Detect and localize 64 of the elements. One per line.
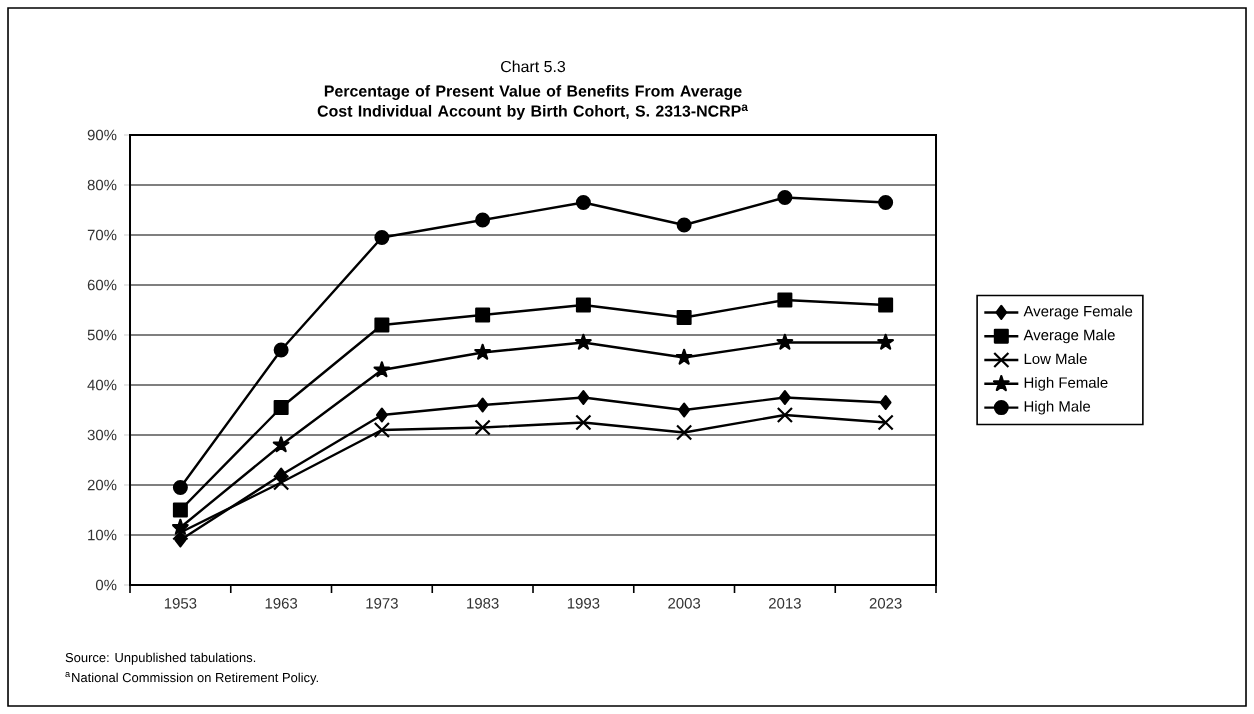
legend-label: High Female xyxy=(1024,376,1108,391)
y-tick-label: 10% xyxy=(88,529,117,541)
source-note: Source: Unpublished tabulations. xyxy=(65,652,256,665)
x-tick-label: 1973 xyxy=(366,598,398,609)
point xyxy=(273,342,289,358)
point xyxy=(676,217,692,233)
point xyxy=(675,424,693,441)
legend-label: Low Male xyxy=(1024,353,1087,365)
legend-label: High Male xyxy=(1024,400,1091,415)
x-tick-label: 2023 xyxy=(869,598,902,609)
point xyxy=(273,400,289,415)
x-tick-label: 2013 xyxy=(769,598,801,609)
point xyxy=(776,406,794,424)
point xyxy=(676,310,692,325)
y-tick-label: 30% xyxy=(87,429,117,441)
point xyxy=(577,390,590,405)
chart-title: Percentage of Present Value of Benefits From Average Cost Individual Account by Birth Cohort, S. 2313-NCRP$^{a}$ xyxy=(317,85,749,120)
point xyxy=(373,361,391,378)
point xyxy=(777,190,793,206)
x-tick-label: 1963 xyxy=(265,598,298,609)
point xyxy=(272,474,290,491)
x-tick-label: 1953 xyxy=(164,598,197,609)
point xyxy=(878,297,894,313)
chart-subtitle: Chart 5.3 xyxy=(501,60,566,73)
y-tick-label: 60% xyxy=(87,279,117,291)
point xyxy=(575,195,591,211)
point xyxy=(374,230,390,246)
x-tick-label: 2003 xyxy=(668,598,701,609)
x-tick-label: 1983 xyxy=(467,598,499,609)
point xyxy=(575,297,591,313)
point xyxy=(171,518,189,535)
y-tick-label: 0% xyxy=(95,579,117,591)
point xyxy=(778,390,791,405)
point xyxy=(172,502,188,518)
y-tick-label: 80% xyxy=(87,179,117,191)
point xyxy=(776,333,794,350)
y-tick-label: 50% xyxy=(87,329,117,341)
point xyxy=(272,436,290,453)
point xyxy=(475,307,491,323)
point xyxy=(877,333,895,350)
point xyxy=(475,212,491,228)
point xyxy=(172,480,188,495)
text: $^{a}$National Commission on Retirement Policy. xyxy=(65,672,318,685)
point xyxy=(474,419,491,436)
point xyxy=(574,333,592,350)
legend-label: Average Female xyxy=(1023,305,1133,320)
y-tick-label: 20% xyxy=(87,479,117,491)
point xyxy=(476,397,489,413)
point xyxy=(373,421,391,439)
point xyxy=(777,292,793,308)
point xyxy=(375,407,388,423)
y-tick-label: 40% xyxy=(87,379,117,391)
point xyxy=(575,414,592,431)
point xyxy=(678,402,691,418)
y-tick-label: 70% xyxy=(87,229,117,241)
y-tick-label: 90% xyxy=(87,129,117,141)
legend-label: Average Male xyxy=(1023,329,1115,344)
point xyxy=(878,195,894,211)
point xyxy=(374,317,390,333)
point xyxy=(675,348,693,365)
point xyxy=(879,395,892,410)
x-tick-label: 1993 xyxy=(567,598,600,609)
point xyxy=(474,343,492,360)
point xyxy=(877,414,894,431)
